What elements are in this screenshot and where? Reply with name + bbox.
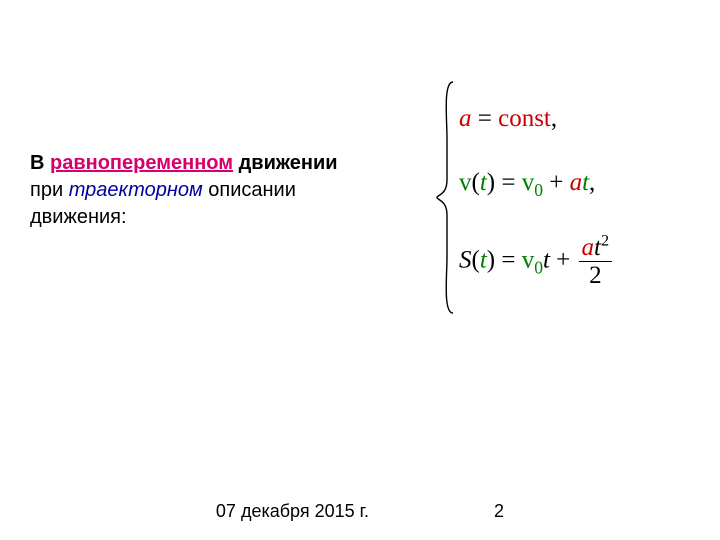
text-run: описании (203, 179, 296, 201)
equation-acc: a = const, (459, 106, 614, 131)
math-segment: S (459, 246, 472, 273)
math-segment: a (582, 234, 595, 261)
math-segment: , (589, 169, 595, 196)
math-segment: ( (472, 246, 480, 273)
text-run: движении (233, 152, 338, 174)
math-segment: t (480, 246, 487, 273)
brace-group: a = const,v(t) = v0 + at,S(t) = v0t + at… (435, 80, 695, 315)
math-segment: t (543, 246, 550, 273)
math-segment: + (543, 169, 570, 196)
math-segment: a (459, 105, 472, 132)
math-segment: + (550, 246, 577, 273)
slide: В равнопеременном движении при траекторно… (0, 0, 720, 540)
math-segment: 0 (534, 257, 543, 277)
text-run: при (30, 179, 69, 201)
math-segment: t (582, 169, 589, 196)
fraction: at2 2 (579, 234, 613, 290)
equation-velocity: v(t) = v0 + at, (459, 170, 614, 195)
math-segment: 2 (601, 231, 609, 249)
footer-date: 07 декабря 2015 г. (216, 501, 369, 522)
math-segment: a (570, 169, 583, 196)
math-segment: , (551, 105, 557, 132)
equation-position: S(t) = v0t + at22 (459, 234, 614, 290)
text-run: траекторном (69, 179, 203, 201)
equation-system: a = const,v(t) = v0 + at,S(t) = v0t + at… (435, 80, 695, 315)
math-segment: v (522, 246, 535, 273)
text-run: движения: (30, 206, 127, 228)
footer-page-number: 2 (494, 501, 504, 522)
math-segment: ) (487, 169, 495, 196)
text-run: равнопеременном (50, 152, 233, 174)
math-segment: v (459, 169, 472, 196)
math-segment: = (495, 169, 522, 196)
text-run: В (30, 152, 50, 174)
math-segment: t (480, 169, 487, 196)
math-segment: v (522, 169, 535, 196)
math-segment: ) (487, 246, 495, 273)
math-segment: ( (472, 169, 480, 196)
slide-footer: 07 декабря 2015 г. 2 (0, 501, 720, 522)
math-segment: 0 (534, 180, 543, 200)
math-segment: t (594, 234, 601, 261)
description-text: В равнопеременном движении при траекторно… (30, 150, 410, 231)
equation-list: a = const,v(t) = v0 + at,S(t) = v0t + at… (459, 80, 614, 315)
curly-brace-icon (435, 80, 455, 315)
math-segment: 2 (589, 262, 602, 289)
math-segment: = (495, 246, 522, 273)
math-segment: = (472, 105, 499, 132)
math-segment: const (498, 105, 551, 132)
